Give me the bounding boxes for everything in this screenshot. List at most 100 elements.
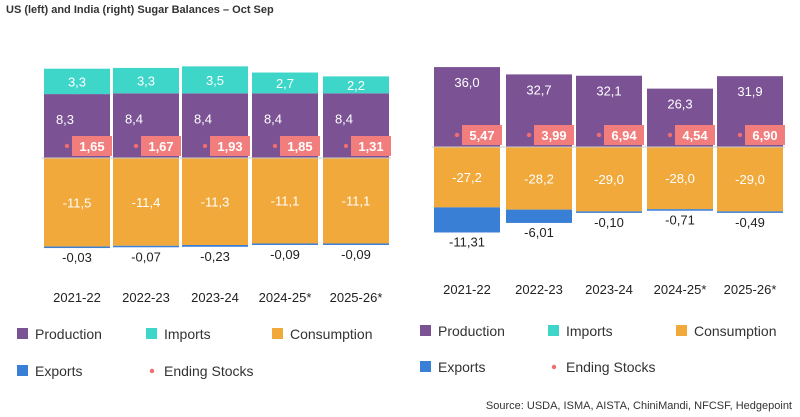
consumption-bar	[252, 158, 318, 244]
consumption-bar	[647, 147, 713, 210]
consumption-label: -29,0	[735, 172, 765, 187]
us-chart: 3,3 8,3 -11,5 -0,03 1,65 2021-22 3,3 8,4 -11,4 -0…	[42, 66, 391, 305]
production-label: 8,4	[194, 111, 212, 126]
exports-label: -11,31	[449, 234, 485, 249]
exports-legend-label: Exports	[35, 363, 82, 379]
consumption-label: -11,5	[63, 195, 92, 210]
consumption-bar	[113, 158, 179, 246]
exports-legend-swatch	[420, 361, 431, 372]
exports-bar	[576, 211, 642, 213]
exports-bar	[113, 245, 179, 248]
consumption-label: -28,2	[524, 171, 554, 186]
ending-stocks-badge	[604, 125, 644, 145]
exports-bar	[647, 209, 713, 211]
consumption-label: -11,3	[201, 195, 230, 210]
imports-bar	[44, 68, 110, 95]
consumption-bar	[44, 158, 110, 247]
production-label: 8,3	[56, 112, 74, 127]
x-tick-label: 2023-24	[585, 282, 633, 297]
x-tick-label: 2021-22	[53, 290, 101, 305]
imports-legend-label: Imports	[566, 323, 613, 339]
exports-label: -0,10	[594, 215, 624, 230]
exports-label: -0,09	[341, 247, 371, 262]
source-note: Source: USDA, ISMA, AISTA, ChiniMandi, N…	[485, 400, 792, 412]
exports-legend-label: Exports	[438, 359, 485, 375]
x-tick-label: 2024-25*	[259, 290, 312, 305]
consumption-bar	[717, 147, 783, 212]
imports-label: 3,5	[206, 73, 224, 88]
exports-bar	[252, 243, 318, 245]
x-tick-label: 2024-25*	[654, 282, 707, 297]
us-legend: Production Imports Consumption Exports Endin…	[17, 326, 373, 379]
ending-stocks-marker	[272, 143, 278, 149]
production-label: 26,3	[667, 97, 692, 112]
production-legend-swatch	[17, 328, 28, 339]
exports-label: -0,07	[131, 249, 161, 264]
ending_stocks-legend-label: Ending Stocks	[164, 363, 254, 379]
x-tick-label: 2025-26*	[330, 290, 383, 305]
ending-stocks-badge	[745, 125, 785, 145]
ending-stocks-label: 1,65	[79, 139, 104, 154]
ending_stocks-legend-label: Ending Stocks	[566, 359, 656, 375]
ending-stocks-label: 1,67	[148, 139, 173, 154]
ending-stocks-marker	[526, 132, 532, 138]
ending-stocks-marker	[343, 143, 349, 149]
ending-stocks-marker	[596, 132, 602, 138]
exports-bar	[717, 211, 783, 213]
production-label: 8,4	[335, 111, 353, 126]
x-tick-label: 2021-22	[443, 282, 491, 297]
exports-label: -0,03	[62, 250, 92, 265]
ending-stocks-marker	[133, 143, 139, 149]
imports-label: 3,3	[68, 74, 86, 89]
consumption-bar	[506, 147, 572, 210]
consumption-label: -27,2	[452, 170, 482, 185]
consumption-legend-swatch	[272, 328, 283, 339]
production-label: 36,0	[454, 75, 479, 90]
ending-stocks-marker	[737, 132, 743, 138]
consumption-bar	[434, 147, 500, 208]
ending_stocks-legend-swatch	[149, 368, 155, 374]
production-legend-label: Production	[35, 326, 102, 342]
imports-legend-swatch	[146, 328, 157, 339]
ending-stocks-label: 1,93	[217, 139, 242, 154]
ending-stocks-label: 1,31	[358, 139, 383, 154]
consumption-label: -11,4	[132, 195, 161, 210]
imports-label: 2,2	[347, 78, 365, 93]
ending-stocks-marker	[64, 143, 70, 149]
imports-label: 2,7	[276, 76, 294, 91]
india-chart: 36,0 -27,2 -11,31 5,47 2021-22 32,7 -28,2 -6,01…	[432, 67, 785, 297]
exports-bar	[44, 246, 110, 249]
exports-label: -6,01	[524, 225, 554, 240]
ending-stocks-badge	[141, 136, 181, 156]
consumption-legend-label: Consumption	[694, 323, 777, 339]
exports-label: -0,49	[735, 215, 765, 230]
ending-stocks-marker	[454, 132, 460, 138]
production-legend-label: Production	[438, 323, 505, 339]
ending-stocks-badge	[280, 136, 320, 156]
x-tick-label: 2023-24	[191, 290, 239, 305]
ending-stocks-label: 4,54	[682, 128, 708, 143]
exports-bar	[506, 209, 572, 223]
consumption-legend-swatch	[676, 325, 687, 336]
imports-bar	[252, 72, 318, 94]
exports-label: -0,71	[665, 213, 695, 228]
ending-stocks-label: 5,47	[469, 128, 494, 143]
consumption-bar	[576, 147, 642, 212]
exports-label: -0,23	[200, 249, 230, 264]
consumption-label: -28,0	[665, 171, 695, 186]
imports-label: 3,3	[137, 74, 155, 89]
chart-title: US (left) and India (right) Sugar Balanc…	[6, 4, 274, 16]
exports-bar	[323, 243, 389, 245]
consumption-legend-label: Consumption	[290, 326, 373, 342]
consumption-label: -11,1	[271, 194, 300, 209]
ending-stocks-badge	[210, 136, 250, 156]
exports-legend-swatch	[17, 365, 28, 376]
exports-bar	[434, 207, 500, 233]
ending-stocks-badge	[72, 136, 112, 156]
imports-legend-swatch	[548, 325, 559, 336]
ending-stocks-label: 6,90	[752, 128, 777, 143]
ending-stocks-marker	[202, 143, 208, 149]
imports-bar	[323, 76, 389, 94]
imports-bar	[182, 66, 248, 94]
